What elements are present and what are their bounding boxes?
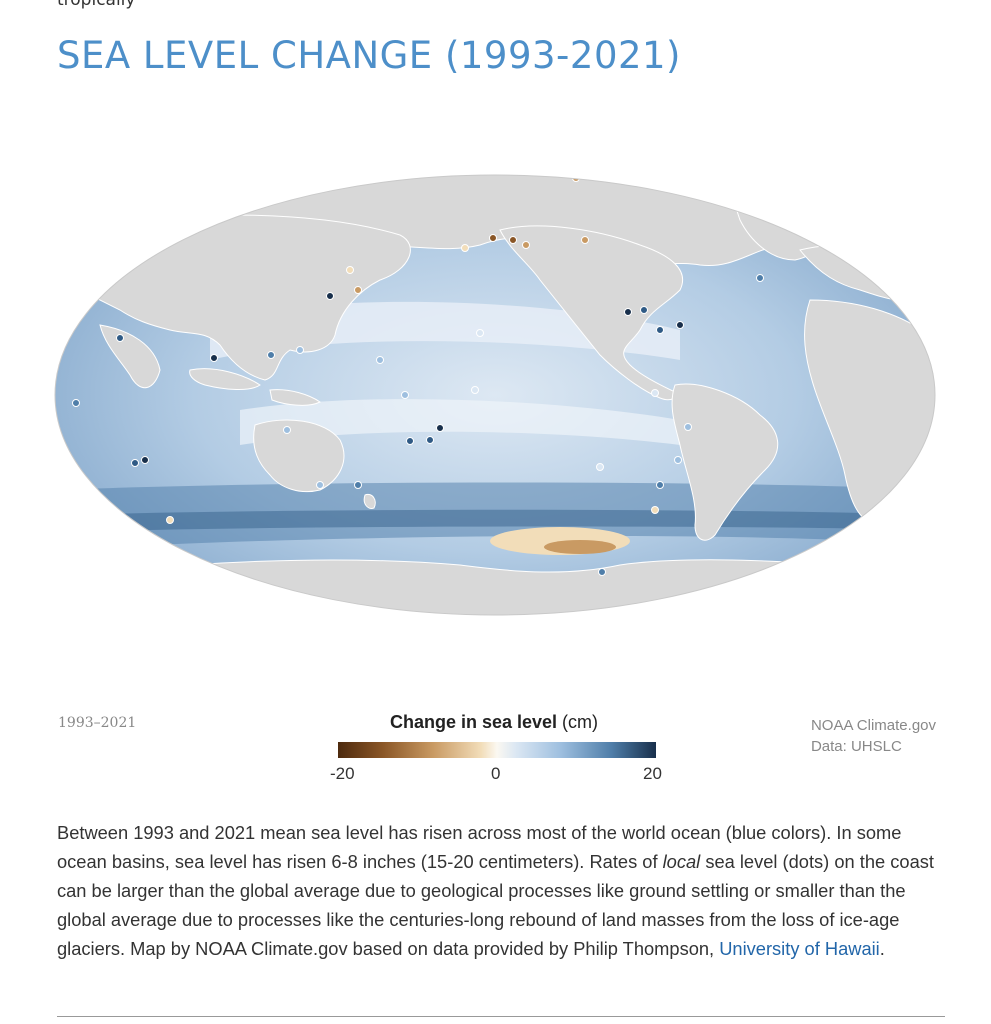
tide-gauge-dot [346, 266, 354, 274]
tide-gauge-dot [509, 236, 517, 244]
tide-gauge-dot [581, 236, 589, 244]
tide-gauge-dot [476, 329, 484, 337]
north-america-land [499, 225, 683, 401]
tide-gauge-dot [656, 326, 664, 334]
new-guinea-land [269, 389, 321, 406]
tide-gauge-dot [326, 292, 334, 300]
antarctica-land [55, 559, 935, 615]
ocean-band [240, 399, 680, 445]
university-of-hawaii-link[interactable]: University of Hawaii [719, 938, 880, 959]
tide-gauge-dot [489, 234, 497, 242]
map-outline [54, 174, 936, 616]
tide-gauge-dot [283, 426, 291, 434]
new-zealand-land [363, 493, 376, 509]
caption-text-end: . [879, 938, 885, 959]
tide-gauge-dot [756, 274, 764, 282]
tide-gauge-dot [522, 241, 530, 249]
tide-gauge-dot [598, 568, 606, 576]
tide-gauge-dot [141, 456, 149, 464]
period-label: 1993–2021 [58, 715, 137, 731]
tide-gauge-dot [342, 180, 350, 188]
tide-gauge-dot [296, 346, 304, 354]
tide-gauge-dot [401, 391, 409, 399]
tide-gauge-dot [471, 386, 479, 394]
tide-gauge-dot [656, 481, 664, 489]
sea-level-map [54, 174, 936, 616]
legend-tick-max: 20 [643, 764, 662, 783]
tide-gauge-dot [210, 354, 218, 362]
tide-gauge-dot [406, 437, 414, 445]
legend-tick-zero: 0 [491, 764, 501, 783]
color-legend: Change in sea level (cm) -20 0 20 [330, 712, 670, 783]
australia-land [253, 419, 345, 493]
tide-gauge-dot [640, 306, 648, 314]
tide-gauge-dot [166, 516, 174, 524]
tide-gauge-dot [676, 321, 684, 329]
tide-gauge-dot [131, 459, 139, 467]
tide-gauge-dot [116, 334, 124, 342]
tide-gauge-dot [72, 399, 80, 407]
tide-gauge-dot [651, 506, 659, 514]
legend-title-bold: Change in sea level [389, 712, 558, 732]
south-asia-land [99, 324, 161, 388]
tide-gauge-dot [436, 424, 444, 432]
legend-title-unit: (cm) [562, 712, 599, 732]
tide-gauge-dot [267, 351, 275, 359]
tide-gauge-dot [354, 286, 362, 294]
legend-color-bar [338, 742, 656, 758]
credit-line-2: Data: UHSLC [810, 738, 902, 755]
tide-gauge-dot [426, 436, 434, 444]
divider-line [57, 1016, 945, 1017]
figure-caption: Between 1993 and 2021 mean sea level has… [57, 818, 952, 963]
tide-gauge-dot [684, 423, 692, 431]
caption-text-1: Between 1993 and 2021 mean sea level has… [57, 822, 902, 872]
tide-gauge-dot [596, 463, 604, 471]
legend-tick-min: -20 [330, 764, 355, 783]
tide-gauge-dot [461, 244, 469, 252]
truncated-previous-text: tropically [57, 0, 136, 10]
tide-gauge-dot [316, 481, 324, 489]
ocean-decline-area [544, 540, 616, 554]
caption-local-word: local [662, 851, 701, 872]
south-america-land [671, 383, 779, 541]
tide-gauge-dot [674, 456, 682, 464]
credit-line-1: NOAA Climate.gov [810, 717, 936, 734]
tide-gauge-dot [376, 356, 384, 364]
tide-gauge-dot [651, 389, 659, 397]
page-title: SEA LEVEL CHANGE (1993-2021) [57, 34, 681, 77]
tide-gauge-dot [624, 308, 632, 316]
tide-gauge-dot [354, 481, 362, 489]
caption-text-2: sea level (dots) on the coast can be lar… [57, 851, 934, 959]
indonesia-land [189, 368, 261, 390]
legend-title: Change in sea level (cm) [318, 712, 670, 733]
credit-block: NOAA Climate.gov Data: UHSLC [811, 715, 936, 757]
